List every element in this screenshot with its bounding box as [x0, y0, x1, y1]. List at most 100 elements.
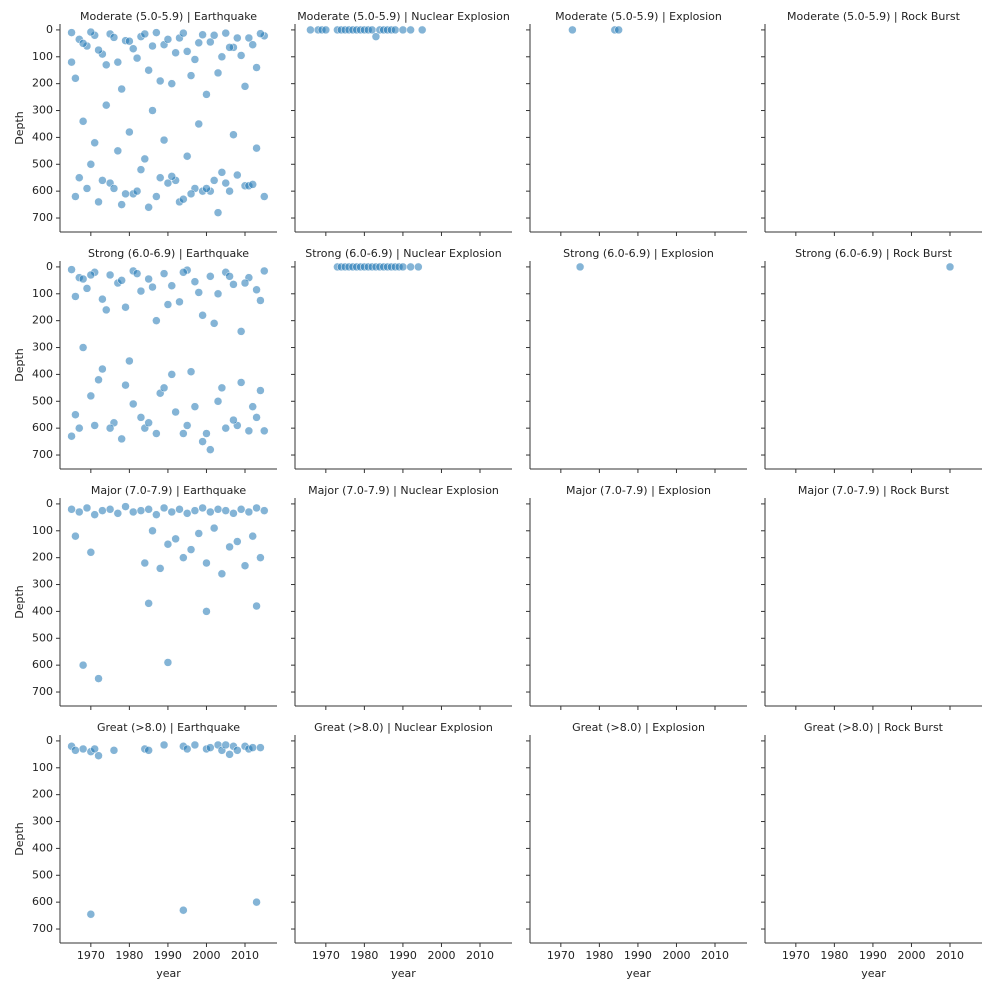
facet: Major (7.0-7.9) | Nuclear Explosion	[291, 484, 512, 710]
point	[67, 57, 76, 67]
point	[71, 192, 80, 201]
point	[306, 25, 315, 35]
point	[221, 423, 230, 433]
point	[117, 84, 126, 94]
point	[71, 746, 80, 755]
point	[217, 569, 227, 579]
x-tick-label: 1970	[312, 949, 340, 962]
point	[260, 426, 269, 436]
point	[102, 60, 111, 70]
point	[417, 25, 427, 35]
point	[260, 506, 269, 515]
point	[236, 51, 246, 60]
point	[167, 370, 177, 379]
point	[206, 445, 215, 454]
point	[128, 44, 138, 53]
point	[144, 274, 153, 284]
y-tick-label: 200	[32, 314, 53, 327]
y-tick-label: 500	[32, 157, 53, 170]
point	[75, 423, 84, 433]
point	[194, 288, 204, 297]
point	[221, 740, 230, 750]
x-tick-label: 1980	[585, 949, 613, 962]
point	[252, 63, 261, 72]
facet-title: Moderate (5.0-5.9) | Rock Burst	[787, 10, 961, 23]
y-axis-label: Depth	[13, 348, 26, 382]
point	[179, 429, 188, 438]
point	[321, 25, 331, 35]
point	[244, 507, 254, 517]
point	[198, 437, 207, 446]
point	[140, 558, 150, 568]
point	[190, 506, 200, 515]
point	[125, 36, 134, 46]
point	[182, 47, 192, 56]
point	[78, 117, 88, 126]
point	[98, 364, 107, 374]
point	[233, 746, 242, 755]
point	[144, 746, 153, 755]
point	[98, 294, 107, 304]
point	[398, 25, 408, 35]
point	[152, 316, 161, 325]
point	[105, 270, 115, 280]
point	[179, 194, 188, 204]
point	[67, 505, 76, 514]
point	[152, 429, 161, 438]
point	[86, 548, 96, 557]
point	[148, 106, 157, 115]
point	[167, 79, 177, 88]
point	[225, 750, 234, 759]
point	[179, 905, 188, 915]
point	[182, 744, 192, 754]
point	[406, 262, 415, 272]
point	[148, 282, 157, 292]
point	[240, 82, 250, 91]
point	[125, 127, 134, 137]
x-tick-label: 1990	[624, 949, 652, 962]
point	[194, 529, 204, 538]
point	[71, 292, 80, 301]
point	[90, 744, 99, 754]
point	[163, 300, 173, 309]
y-tick-label: 0	[46, 260, 53, 273]
point	[236, 378, 246, 387]
point	[117, 434, 126, 444]
facet: Great (>8.0) | Explosion 1970 1980 1990 2000…	[526, 721, 747, 980]
facet: Moderate (5.0-5.9) | Earthquake 0 100 200 30…	[13, 10, 277, 236]
point	[213, 505, 223, 514]
point	[240, 278, 250, 288]
point	[179, 553, 188, 562]
point	[121, 302, 130, 312]
y-tick-label: 100	[32, 761, 53, 774]
point	[148, 41, 157, 51]
y-tick-label: 100	[32, 524, 53, 537]
point	[209, 319, 219, 328]
facet: Moderate (5.0-5.9) | Rock Burst	[761, 10, 982, 236]
point	[575, 262, 585, 272]
y-axis-label: Depth	[13, 822, 26, 856]
point	[86, 391, 96, 401]
point	[221, 178, 230, 188]
point	[159, 135, 169, 145]
point	[252, 601, 261, 611]
y-tick-label: 400	[32, 604, 53, 617]
point	[248, 180, 257, 189]
point	[186, 367, 196, 376]
x-tick-label: 2000	[192, 949, 220, 962]
point	[221, 28, 230, 38]
point	[248, 40, 257, 49]
facet-title: Strong (6.0-6.9) | Earthquake	[88, 247, 249, 260]
point	[225, 186, 234, 196]
x-tick-label: 2010	[231, 949, 259, 962]
point	[244, 426, 254, 436]
facet: Major (7.0-7.9) | Rock Burst	[761, 484, 982, 710]
point	[225, 272, 234, 281]
point	[198, 311, 207, 320]
facet: Strong (6.0-6.9) | Nuclear Explosion	[291, 247, 512, 473]
point	[252, 285, 261, 295]
point	[98, 506, 107, 515]
point	[167, 507, 177, 517]
point	[209, 176, 219, 185]
